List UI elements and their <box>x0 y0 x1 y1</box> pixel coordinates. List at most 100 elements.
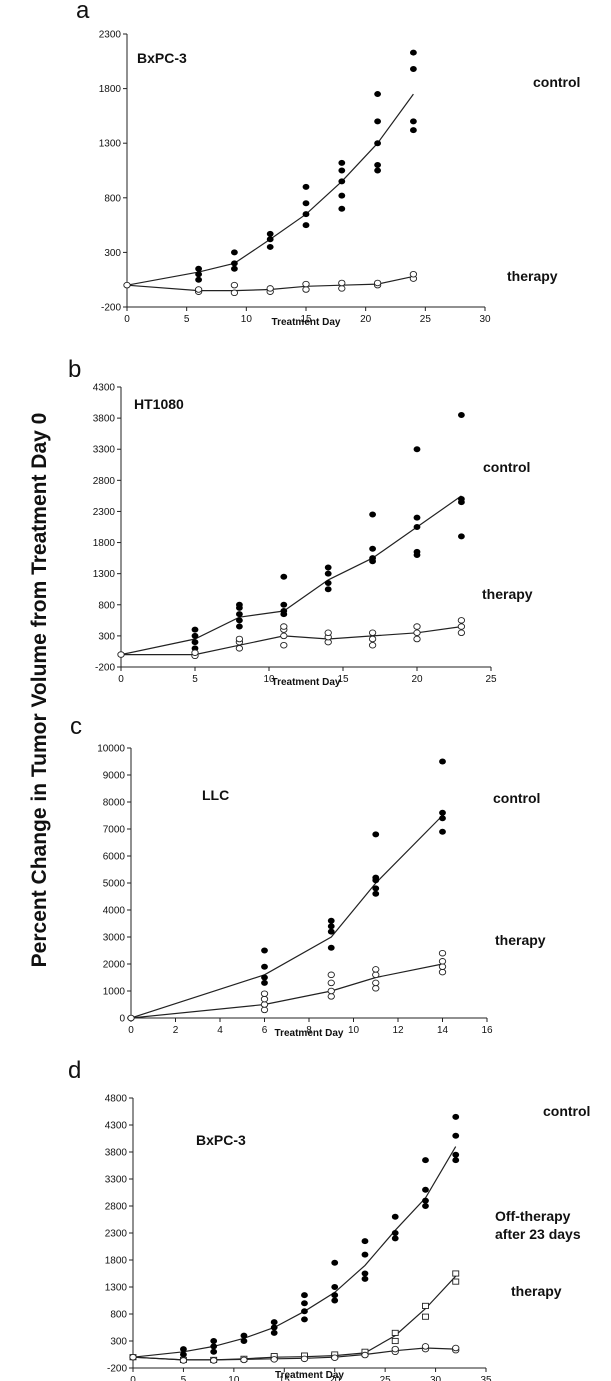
series-line <box>130 815 443 1019</box>
data-point <box>361 1238 369 1245</box>
data-point <box>457 629 466 637</box>
data-point <box>194 286 203 293</box>
data-point <box>270 1324 278 1331</box>
data-point <box>338 178 346 185</box>
data-point <box>327 944 335 951</box>
y-tick-label: 2300 <box>93 507 116 518</box>
data-point <box>302 183 310 190</box>
series-therapy: therapy <box>127 932 546 1022</box>
data-point <box>231 260 238 267</box>
data-point <box>452 1344 460 1352</box>
y-tick-label: -200 <box>101 303 121 314</box>
data-point <box>331 1292 339 1299</box>
y-tick-label: 8000 <box>103 798 126 809</box>
panel-letter: b <box>68 356 81 383</box>
y-tick-label: 2800 <box>93 476 116 487</box>
data-point <box>372 979 380 987</box>
data-point <box>391 1337 399 1345</box>
data-point <box>439 758 446 765</box>
data-point <box>240 1356 248 1364</box>
data-point <box>260 1006 269 1014</box>
series-line <box>121 626 462 656</box>
y-tick-label: 1800 <box>99 84 122 95</box>
y-tick-label: 5000 <box>103 879 126 890</box>
y-tick-label: 1800 <box>105 1256 128 1267</box>
data-point <box>391 1235 399 1242</box>
x-tick-label: 25 <box>420 314 432 325</box>
data-point <box>413 548 421 555</box>
x-tick-label: 30 <box>479 314 491 325</box>
data-point <box>261 947 268 954</box>
data-point <box>324 629 332 637</box>
x-tick-label: 25 <box>485 674 497 685</box>
data-point <box>457 617 466 624</box>
data-point <box>240 1338 248 1344</box>
x-tick-label: 20 <box>329 1375 341 1381</box>
x-axis-label: Treatment Day <box>272 677 341 688</box>
y-tick-label: 3000 <box>103 933 126 944</box>
data-point <box>331 1259 339 1266</box>
x-tick-label: 12 <box>392 1025 404 1036</box>
series-label: control <box>543 1103 590 1119</box>
data-point <box>422 1203 429 1209</box>
y-tick-label: 0 <box>119 1014 125 1025</box>
data-point <box>331 1354 339 1361</box>
data-point <box>452 1157 460 1164</box>
data-point <box>374 162 381 169</box>
data-point <box>327 993 335 1000</box>
data-point <box>374 118 381 125</box>
data-point <box>452 1113 460 1120</box>
data-point <box>331 1297 339 1304</box>
cell-line-name: BxPC-3 <box>137 50 187 66</box>
data-point <box>338 167 346 174</box>
y-tick-label: 300 <box>104 248 121 259</box>
x-tick-label: 5 <box>181 1375 187 1381</box>
x-tick-label: 10 <box>228 1375 240 1381</box>
data-point <box>391 1345 399 1353</box>
data-point <box>438 963 447 970</box>
data-point <box>422 1197 429 1204</box>
data-point <box>280 573 288 580</box>
data-point <box>372 874 380 881</box>
data-point <box>338 159 346 166</box>
y-tick-label: -200 <box>95 663 115 674</box>
y-tick-label: 2000 <box>103 960 126 971</box>
y-tick-label: 2300 <box>105 1229 128 1240</box>
x-tick-label: 15 <box>279 1375 291 1381</box>
series-label: Off-therapy after 23 days <box>495 1208 581 1242</box>
data-point <box>266 236 274 243</box>
cell-line-name: LLC <box>202 787 229 803</box>
panel-c: c 0 1000 2000 3000 4000 5000 6000 7000 8000 9000 10… <box>70 713 546 1039</box>
series-therapy: therapy <box>123 268 558 297</box>
data-point <box>261 979 268 986</box>
series-line <box>126 93 414 286</box>
data-point <box>231 265 238 272</box>
data-point <box>361 1270 369 1277</box>
data-point <box>410 49 417 56</box>
data-point <box>374 167 381 174</box>
data-point <box>458 412 465 418</box>
data-point <box>191 626 199 633</box>
data-point <box>191 639 199 646</box>
x-tick-label: 8 <box>306 1025 312 1036</box>
data-point <box>266 243 274 250</box>
x-tick-label: 35 <box>480 1375 492 1381</box>
data-point <box>338 192 346 199</box>
data-point <box>195 271 203 278</box>
data-point <box>338 205 346 212</box>
data-point <box>210 1343 218 1350</box>
data-point <box>327 987 335 995</box>
series-label: control <box>483 459 530 475</box>
data-point <box>302 222 310 229</box>
data-point <box>231 249 238 256</box>
x-tick-label: 15 <box>300 314 312 325</box>
data-point <box>361 1351 369 1359</box>
data-point <box>260 990 269 997</box>
data-point <box>391 1230 399 1236</box>
data-point <box>270 1329 278 1336</box>
x-tick-label: 15 <box>337 674 349 685</box>
y-tick-label: 4000 <box>103 906 126 917</box>
data-point <box>301 1308 308 1315</box>
data-point <box>180 1351 187 1358</box>
